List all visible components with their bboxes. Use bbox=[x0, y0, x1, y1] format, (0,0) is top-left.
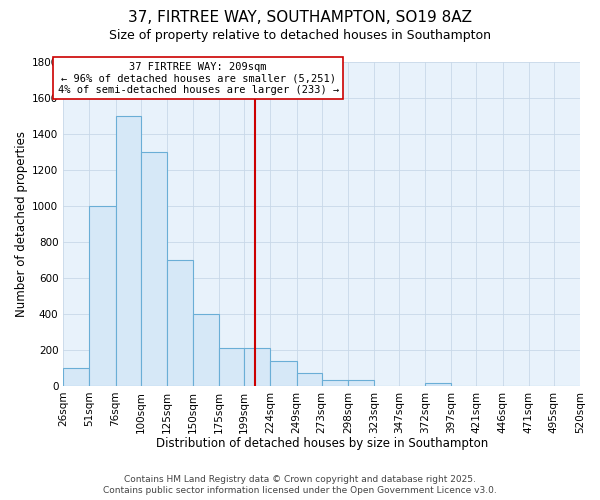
Bar bbox=[219, 348, 244, 386]
Bar bbox=[425, 383, 451, 386]
Bar bbox=[244, 348, 271, 386]
Bar bbox=[167, 260, 193, 386]
Y-axis label: Number of detached properties: Number of detached properties bbox=[15, 130, 28, 316]
Bar bbox=[271, 360, 296, 386]
Bar bbox=[63, 368, 89, 386]
Text: Contains public sector information licensed under the Open Government Licence v3: Contains public sector information licen… bbox=[103, 486, 497, 495]
Bar bbox=[140, 152, 167, 386]
Bar bbox=[116, 116, 140, 386]
Bar bbox=[296, 373, 322, 386]
Text: 37, FIRTREE WAY, SOUTHAMPTON, SO19 8AZ: 37, FIRTREE WAY, SOUTHAMPTON, SO19 8AZ bbox=[128, 10, 472, 25]
Text: 37 FIRTREE WAY: 209sqm
← 96% of detached houses are smaller (5,251)
4% of semi-d: 37 FIRTREE WAY: 209sqm ← 96% of detached… bbox=[58, 62, 339, 94]
Bar bbox=[89, 206, 116, 386]
Bar bbox=[193, 314, 219, 386]
Text: Size of property relative to detached houses in Southampton: Size of property relative to detached ho… bbox=[109, 29, 491, 42]
Bar bbox=[348, 380, 374, 386]
Bar bbox=[322, 380, 348, 386]
Text: Contains HM Land Registry data © Crown copyright and database right 2025.: Contains HM Land Registry data © Crown c… bbox=[124, 475, 476, 484]
X-axis label: Distribution of detached houses by size in Southampton: Distribution of detached houses by size … bbox=[155, 437, 488, 450]
